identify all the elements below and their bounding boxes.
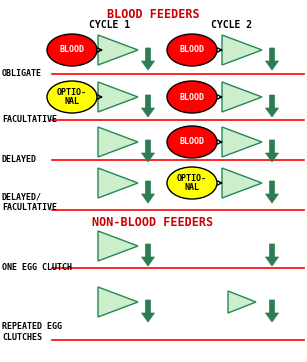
Polygon shape (266, 244, 278, 266)
Polygon shape (266, 48, 278, 70)
Polygon shape (222, 35, 262, 65)
Text: OPTIO-
NAL: OPTIO- NAL (177, 174, 207, 192)
Polygon shape (98, 35, 138, 65)
Ellipse shape (167, 34, 217, 66)
Polygon shape (266, 140, 278, 162)
Text: BLOOD FEEDERS: BLOOD FEEDERS (107, 8, 199, 21)
Polygon shape (98, 168, 138, 198)
Ellipse shape (47, 81, 97, 113)
Polygon shape (142, 300, 154, 322)
Text: BLOOD: BLOOD (180, 93, 204, 101)
Ellipse shape (167, 167, 217, 199)
Polygon shape (142, 140, 154, 162)
Polygon shape (222, 168, 262, 198)
Text: FACULTATIVE: FACULTATIVE (2, 115, 57, 125)
Text: BLOOD: BLOOD (60, 46, 84, 55)
Polygon shape (266, 95, 278, 117)
Text: ONE EGG CLUTCH: ONE EGG CLUTCH (2, 264, 72, 273)
Polygon shape (142, 181, 154, 203)
Text: OBLIGATE: OBLIGATE (2, 70, 42, 79)
Text: BLOOD: BLOOD (180, 138, 204, 147)
Polygon shape (98, 82, 138, 112)
Text: DELAYED/
FACULTATIVE: DELAYED/ FACULTATIVE (2, 192, 57, 212)
Ellipse shape (167, 126, 217, 158)
Polygon shape (98, 231, 138, 261)
Text: CYCLE 1: CYCLE 1 (89, 20, 130, 30)
Text: DELAYED: DELAYED (2, 156, 37, 164)
Text: BLOOD: BLOOD (180, 46, 204, 55)
Text: REPEATED EGG
CLUTCHES: REPEATED EGG CLUTCHES (2, 322, 62, 342)
Polygon shape (142, 48, 154, 70)
Polygon shape (266, 300, 278, 322)
Text: NON-BLOOD FEEDERS: NON-BLOOD FEEDERS (92, 216, 214, 229)
Polygon shape (98, 287, 138, 317)
Text: OPTIO-
NAL: OPTIO- NAL (57, 88, 87, 106)
Polygon shape (222, 127, 262, 157)
Text: CYCLE 2: CYCLE 2 (212, 20, 253, 30)
Ellipse shape (47, 34, 97, 66)
Polygon shape (142, 95, 154, 117)
Polygon shape (142, 244, 154, 266)
Polygon shape (228, 291, 256, 313)
Ellipse shape (167, 81, 217, 113)
Polygon shape (222, 82, 262, 112)
Polygon shape (266, 181, 278, 203)
Polygon shape (98, 127, 138, 157)
